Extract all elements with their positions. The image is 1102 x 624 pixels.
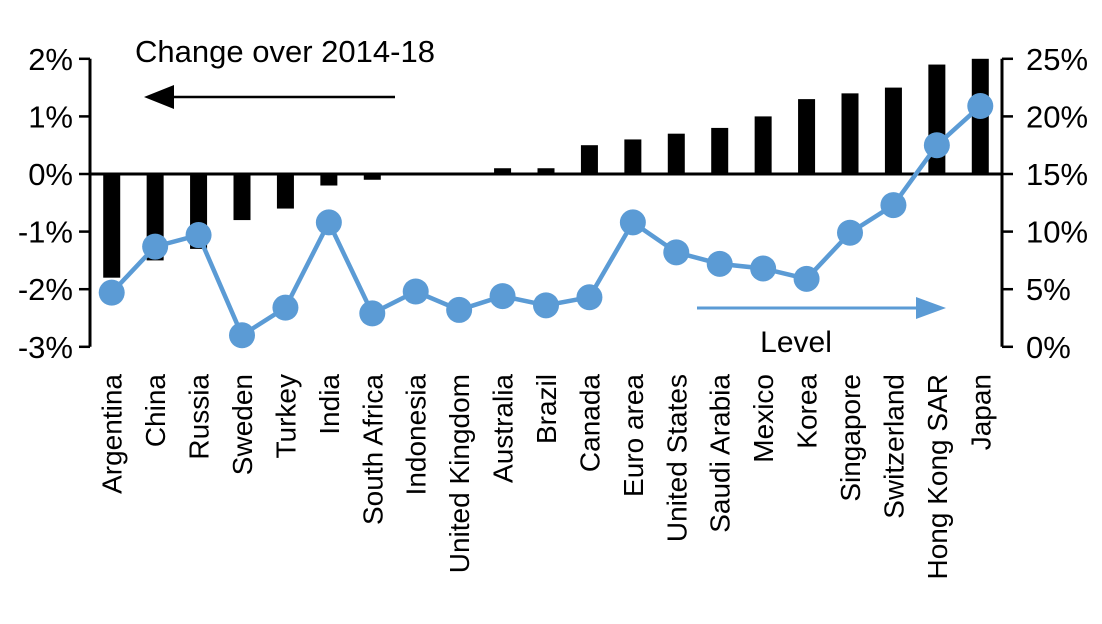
category-label-united-states: United States [661, 374, 692, 542]
category-label-brazil: Brazil [531, 374, 562, 444]
level-dot-india [315, 209, 342, 236]
category-label-indonesia: Indonesia [401, 374, 432, 496]
axes: 2% 1% 0% -1% -2% -3% 25% 20% 15% 10% 5% 0% [18, 42, 1088, 365]
right-axis-tick-label: 20% [1026, 99, 1088, 134]
level-label: Level [760, 326, 832, 359]
left-axis-tick-label: 1% [28, 99, 73, 134]
bar-argentina [103, 174, 121, 278]
right-axis-tick-label: 15% [1026, 157, 1088, 192]
right-axis-tick-label: 10% [1026, 215, 1088, 250]
right-axis-tick-label: 5% [1026, 272, 1071, 307]
category-label-south-africa: South Africa [357, 374, 388, 525]
level-dot-australia [489, 283, 516, 310]
left-axis-tick-label: -2% [18, 272, 73, 307]
level-dot-korea [793, 265, 820, 292]
bar-series [103, 58, 989, 278]
level-dot-canada [576, 284, 603, 311]
line-series [98, 93, 994, 349]
bar-brazil [537, 168, 555, 174]
category-label-singapore: Singapore [835, 374, 866, 502]
level-dot-singapore [837, 219, 863, 246]
category-label-switzerland: Switzerland [878, 374, 909, 519]
level-dot-united-states [663, 239, 690, 266]
category-label-saudi-arabia: Saudi Arabia [705, 374, 736, 533]
category-label-australia: Australia [488, 374, 519, 483]
category-label-euro-area: Euro area [618, 374, 649, 497]
left-axis-tick-label: 2% [28, 42, 73, 77]
level-dot-sweden [229, 322, 255, 349]
category-label-china: China [140, 374, 171, 448]
bar-korea [798, 99, 816, 174]
category-label-india: India [314, 374, 345, 435]
level-dot-russia [185, 222, 212, 249]
bar-singapore [841, 93, 859, 174]
category-label-korea: Korea [792, 374, 823, 449]
category-label-sweden: Sweden [227, 374, 258, 475]
right-axis-tick-label: 0% [1026, 330, 1071, 365]
level-dot-united-kingdom [446, 296, 473, 323]
bar-switzerland [884, 87, 902, 174]
bar-south-africa [363, 174, 381, 180]
category-label-canada: Canada [574, 374, 605, 473]
level-dot-euro-area [619, 209, 646, 236]
category-label-mexico: Mexico [748, 374, 779, 463]
category-labels: Argentina China Russia Sweden Turkey India Sou… [97, 374, 997, 580]
bar-australia [494, 168, 512, 174]
category-label-united-kingdom: United Kingdom [444, 374, 475, 573]
left-axis-tick-label: 0% [28, 157, 73, 192]
level-dot-indonesia [402, 278, 429, 305]
bar-euro-area [624, 139, 642, 174]
chart-title: Change over 2014-18 [135, 34, 435, 69]
right-axis-tick-label: 25% [1026, 42, 1088, 77]
level-dot-saudi-arabia [706, 250, 733, 277]
category-label-japan: Japan [965, 374, 996, 450]
category-label-turkey: Turkey [270, 374, 301, 459]
category-label-russia: Russia [184, 374, 215, 460]
bar-canada [580, 145, 598, 174]
left-axis-tick-label: -1% [18, 215, 73, 250]
level-dot-japan [967, 93, 994, 120]
change-left-arrow-icon [144, 85, 174, 109]
category-label-hong-kong-sar: Hong Kong SAR [922, 374, 953, 579]
bar-united-states [667, 133, 685, 174]
level-dot-turkey [272, 294, 299, 321]
bar-turkey [276, 174, 294, 209]
level-right-arrow-icon [916, 297, 946, 319]
level-dot-brazil [533, 292, 559, 319]
bar-india [320, 174, 338, 186]
bar-mexico [754, 116, 772, 174]
level-dot-switzerland [880, 192, 907, 219]
level-dot-south-africa [359, 300, 386, 327]
level-dot-hong-kong-sar [923, 132, 950, 159]
left-axis-tick-label: -3% [18, 330, 73, 365]
level-dot-china [142, 233, 169, 260]
bar-sweden [233, 174, 251, 221]
level-dot-argentina [98, 279, 125, 306]
level-dot-mexico [750, 255, 777, 282]
bar-saudi-arabia [711, 127, 729, 174]
category-label-argentina: Argentina [97, 374, 128, 494]
